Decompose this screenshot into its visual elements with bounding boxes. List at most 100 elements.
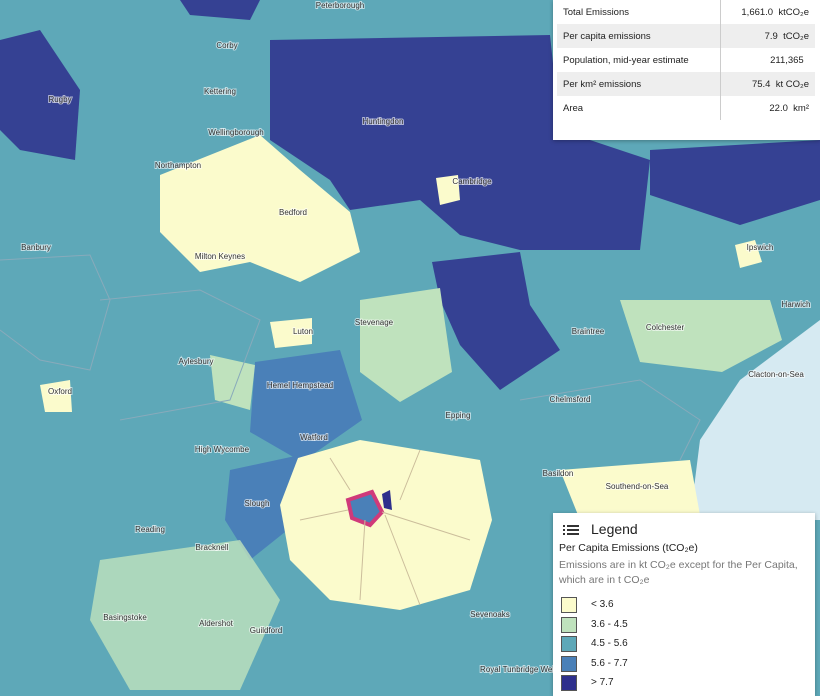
region — [650, 140, 820, 225]
region — [360, 288, 452, 402]
row-value-cell: 75.4 kt CO₂e — [719, 72, 815, 96]
region — [432, 252, 560, 390]
legend-swatch — [561, 636, 577, 652]
place-label: Basingstoke — [103, 613, 147, 622]
place-label: Wellingborough — [208, 128, 263, 137]
row-value: 75.4 — [751, 78, 771, 90]
selected-region[interactable] — [345, 489, 385, 528]
place-label: Ipswich — [747, 243, 774, 252]
row-label: Population, mid-year estimate — [563, 54, 689, 66]
sea — [690, 320, 820, 520]
info-row: Population, mid-year estimate 211,365 — [557, 48, 815, 72]
legend-swatch — [561, 597, 577, 613]
place-label: Oxford — [48, 387, 72, 396]
region — [210, 355, 255, 410]
place-label: Rugby — [48, 95, 71, 104]
boundary — [519, 379, 701, 461]
legend-label: 5.6 - 7.7 — [591, 657, 628, 669]
row-value-cell: 1,661.0 ktCO₂e — [719, 0, 815, 24]
row-value: 1,661.0 — [741, 6, 774, 18]
info-row: Area 22.0 km² — [557, 96, 815, 120]
region — [225, 455, 300, 560]
row-value-cell: 22.0 km² — [719, 96, 815, 120]
row-unit: kt CO₂e — [775, 78, 809, 90]
place-label: Milton Keynes — [195, 252, 245, 261]
place-label: Huntingdon — [363, 117, 404, 126]
region — [382, 490, 392, 510]
info-panel: Total Emissions 1,661.0 ktCO₂e Per capita … — [553, 0, 820, 140]
region — [250, 350, 362, 462]
place-label: Sevenoaks — [470, 610, 510, 619]
place-label: Braintree — [572, 327, 605, 336]
legend-swatch — [561, 616, 577, 633]
row-unit: ktCO₂e — [778, 6, 809, 18]
region — [160, 135, 360, 282]
legend-label: < 3.6 — [591, 599, 614, 610]
place-label: Basildon — [543, 469, 574, 478]
region — [270, 318, 312, 348]
place-label: Luton — [293, 327, 313, 336]
region — [90, 540, 280, 690]
region — [436, 175, 460, 205]
place-label: Clacton-on-Sea — [748, 370, 804, 379]
place-label: Stevenage — [355, 318, 394, 327]
legend-swatch — [561, 655, 577, 672]
row-value-cell: 7.9 tCO₂e — [719, 24, 815, 48]
place-label: Aldershot — [199, 619, 234, 628]
row-label: Total Emissions — [563, 6, 629, 18]
info-row: Per capita emissions 7.9 tCO₂e — [557, 24, 815, 48]
place-label: Bracknell — [196, 543, 229, 552]
row-value: 211,365 — [770, 54, 804, 66]
region — [620, 300, 782, 372]
row-label: Per km² emissions — [557, 72, 721, 96]
legend-label: > 7.7 — [591, 677, 614, 688]
place-label: Southend-on-Sea — [606, 482, 669, 491]
row-value: 7.9 — [764, 30, 778, 42]
region — [560, 460, 700, 520]
place-label: Aylesbury — [179, 357, 214, 366]
info-table: Total Emissions 1,661.0 ktCO₂e Per capita … — [557, 0, 815, 120]
legend-label: 4.5 - 5.6 — [591, 638, 628, 649]
row-unit: tCO₂e — [783, 30, 809, 42]
borough-boundary — [299, 449, 471, 606]
info-row: Per km² emissions 75.4 kt CO₂e — [557, 72, 815, 96]
place-label: Reading — [135, 525, 165, 534]
place-label: Harwich — [782, 300, 811, 309]
legend-title: Legend — [591, 521, 638, 537]
place-labels: Peterborough Huntingdon Corby Kettering Well… — [20, 0, 811, 675]
boundary — [99, 289, 261, 421]
row-label: Area — [563, 102, 584, 114]
row-label: Per capita emissions — [557, 24, 721, 48]
place-label: Peterborough — [316, 1, 364, 10]
place-label: Guildford — [250, 626, 282, 635]
place-label: Colchester — [646, 323, 685, 332]
legend-swatch — [561, 675, 577, 691]
place-label: Royal Tunbridge Wells — [480, 665, 560, 674]
row-value: 22.0 — [769, 102, 788, 114]
region — [0, 30, 80, 160]
row-unit: km² — [793, 102, 809, 114]
place-label: Banbury — [21, 243, 51, 252]
place-label: Epping — [446, 411, 471, 420]
region — [280, 440, 492, 610]
boundary — [0, 254, 111, 371]
place-label: Cambridge — [452, 177, 492, 186]
place-label: Chelmsford — [550, 395, 591, 404]
legend-icon — [563, 525, 579, 535]
legend-subtitle: Per Capita Emissions (tCO₂e) — [559, 542, 698, 554]
region — [735, 240, 762, 268]
place-label: Hemel Hempstead — [267, 381, 333, 390]
place-label: Slough — [245, 499, 270, 508]
legend-label: 3.6 - 4.5 — [591, 618, 628, 630]
legend-note: Emissions are in kt CO₂e except for the … — [559, 559, 798, 586]
place-label: Corby — [216, 41, 237, 50]
region — [40, 380, 72, 412]
place-label: Bedford — [279, 208, 307, 217]
legend: Legend Per Capita Emissions (tCO₂e) Emis… — [553, 513, 815, 696]
place-label: Northampton — [155, 161, 201, 170]
place-label: High Wycombe — [195, 445, 250, 454]
info-row: Total Emissions 1,661.0 ktCO₂e — [557, 0, 815, 24]
place-label: Kettering — [204, 87, 236, 96]
place-label: Watford — [300, 433, 328, 442]
